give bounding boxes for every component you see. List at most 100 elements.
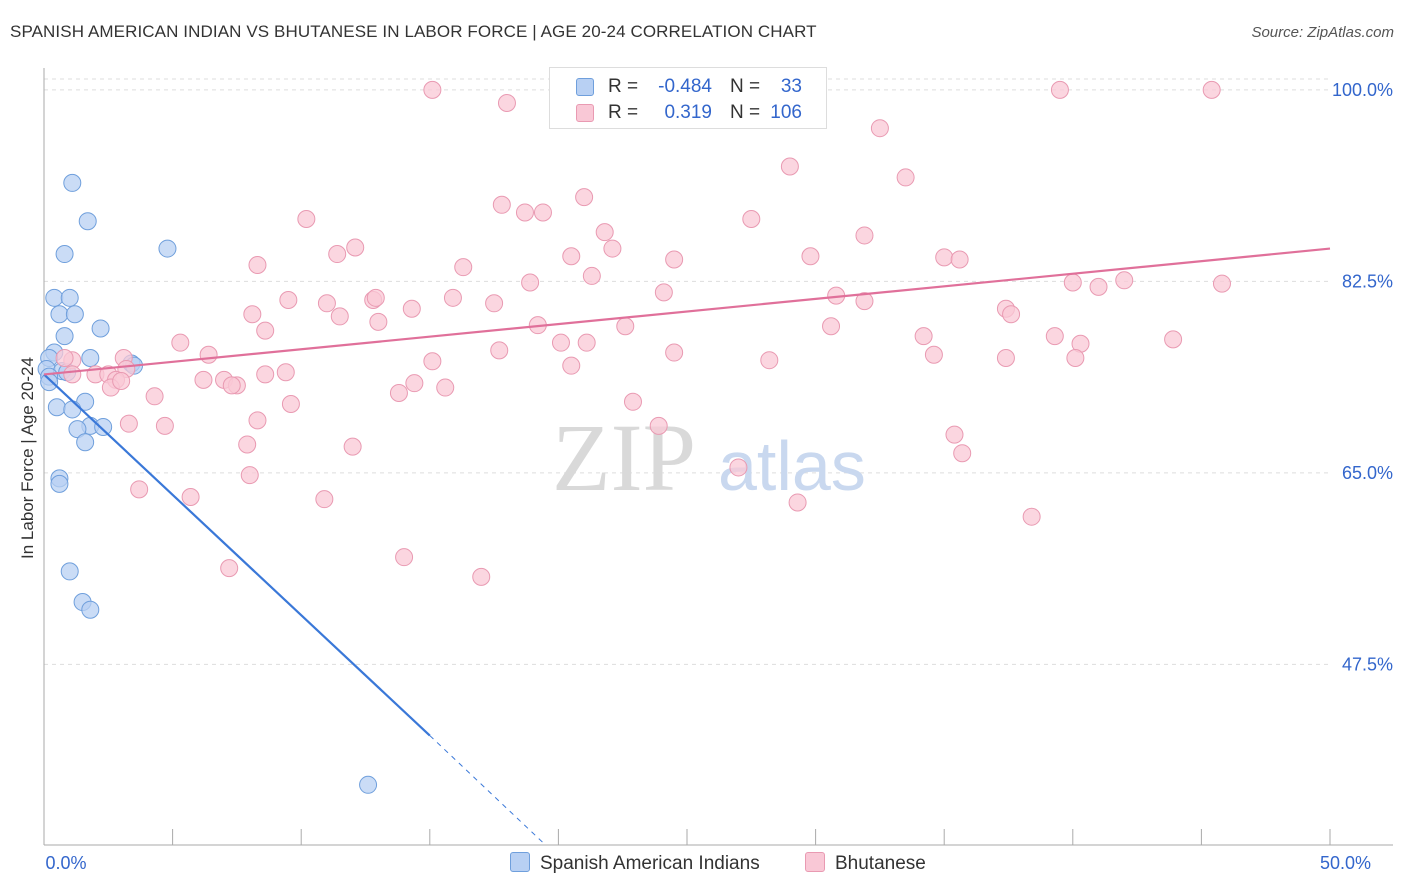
bhutanese-point — [248, 255, 267, 274]
bhutanese-point — [665, 250, 684, 269]
bhutanese-point — [256, 365, 275, 384]
bhutanese-point — [1066, 349, 1085, 368]
bhutanese-point — [870, 119, 889, 138]
series-swatch-blue — [510, 852, 530, 872]
x-tick-label: 0.0% — [45, 853, 86, 873]
bhutanese-point — [256, 321, 275, 340]
series-legend-spanish-american-indians: Spanish American Indians — [510, 852, 760, 875]
series-legend-label: Spanish American Indians — [540, 853, 760, 874]
spanish-american-indian-point — [76, 433, 95, 452]
bhutanese-point — [243, 305, 262, 324]
bhutanese-point — [760, 351, 779, 370]
trend-lines — [43, 247, 1331, 846]
bhutanese-point — [1212, 274, 1231, 293]
spanish-american-indian-point — [50, 474, 69, 493]
x-tick-label: 50.0% — [1320, 853, 1371, 873]
legend-n-label: N = — [730, 102, 761, 123]
bhutanese-point — [623, 392, 642, 411]
bhutanese-point — [240, 466, 259, 485]
bhutanese-point — [801, 247, 820, 266]
bhutanese-point — [742, 210, 761, 229]
bhutanese-point — [145, 387, 164, 406]
bhutanese-point — [317, 294, 336, 313]
bhutanese-point — [780, 157, 799, 176]
watermark-zip: ZIP — [552, 404, 696, 511]
bhutanese-point — [343, 437, 362, 456]
bhutanese-point — [315, 490, 334, 509]
spanish-american-indian-point — [63, 400, 82, 419]
bhutanese-point — [63, 365, 82, 384]
spanish-american-indian-point — [60, 288, 79, 307]
spanish-american-indian-point — [81, 600, 100, 619]
spanish-american-indian-point — [45, 288, 64, 307]
spanish-american-indian-point — [55, 245, 74, 264]
bhutanese-point — [1115, 271, 1134, 290]
legend-swatch-blue — [576, 78, 594, 96]
axes — [43, 68, 1393, 846]
legend-n-value: 33 — [780, 76, 802, 97]
bhutanese-point — [492, 195, 511, 214]
bhutanese-point — [575, 188, 594, 207]
bhutanese-point — [171, 333, 190, 352]
bhutanese-point — [423, 352, 442, 371]
spanish-american-indian-point — [359, 775, 378, 794]
legend-swatch-pink — [576, 104, 594, 122]
bhutanese-point — [281, 394, 300, 413]
legend-n-label: N = — [730, 76, 761, 97]
spanish-american-indian-point — [40, 373, 59, 392]
bhutanese-point — [1050, 80, 1069, 99]
bhutanese-point — [330, 307, 349, 326]
series-legend-bhutanese: Bhutanese — [805, 852, 926, 875]
bhutanese-point — [649, 416, 668, 435]
bhutanese-point — [1002, 305, 1021, 324]
legend-r-value: -0.484 — [658, 76, 712, 97]
bhutanese-point — [485, 294, 504, 313]
bhutanese-point — [729, 458, 748, 477]
bhutanese-point — [389, 384, 408, 403]
spanish-american-indian-point — [50, 305, 69, 324]
bhutanese-point — [654, 283, 673, 302]
source-label: Source: ZipAtlas.com — [1251, 24, 1394, 41]
y-tick-label: 82.5% — [1342, 271, 1393, 291]
bhutanese-point — [119, 414, 138, 433]
bhutanese-point — [595, 223, 614, 242]
spanish-american-indian-trendline-extension — [429, 735, 546, 846]
bhutanese-point — [855, 292, 874, 311]
data-points — [37, 80, 1231, 794]
bhutanese-point — [472, 567, 491, 586]
bhutanese-point — [436, 378, 455, 397]
spanish-american-indian-point — [60, 562, 79, 581]
spanish-american-indian-point — [63, 173, 82, 192]
bhutanese-point — [497, 94, 516, 113]
bhutanese-point — [248, 411, 267, 430]
bhutanese-point — [112, 371, 131, 390]
bhutanese-point — [551, 333, 570, 352]
legend-n-value: 106 — [770, 102, 802, 123]
bhutanese-point — [222, 376, 241, 395]
bhutanese-point — [896, 168, 915, 187]
spanish-american-indian-point — [94, 417, 113, 436]
bhutanese-point — [562, 356, 581, 375]
bhutanese-point — [788, 493, 807, 512]
spanish-american-indian-point — [47, 398, 66, 417]
bhutanese-point — [665, 343, 684, 362]
bhutanese-point — [1045, 327, 1064, 346]
bhutanese-point — [454, 258, 473, 277]
bhutanese-point — [1022, 507, 1041, 526]
bhutanese-point — [130, 480, 149, 499]
spanish-american-indian-trendline — [43, 373, 431, 737]
bhutanese-point — [1063, 273, 1082, 292]
bhutanese-point — [950, 250, 969, 269]
bhutanese-point — [914, 327, 933, 346]
spanish-american-indian-point — [78, 212, 97, 231]
bhutanese-point — [935, 248, 954, 267]
legend-row-spanish-american-indians: R = -0.484 N = 33 — [550, 76, 826, 100]
bhutanese-point — [346, 238, 365, 257]
bhutanese-point — [582, 266, 601, 285]
spanish-american-indian-point — [81, 349, 100, 368]
bhutanese-point — [521, 273, 540, 292]
bhutanese-point — [490, 341, 509, 360]
bhutanese-point — [924, 345, 943, 364]
bhutanese-point — [369, 312, 388, 331]
